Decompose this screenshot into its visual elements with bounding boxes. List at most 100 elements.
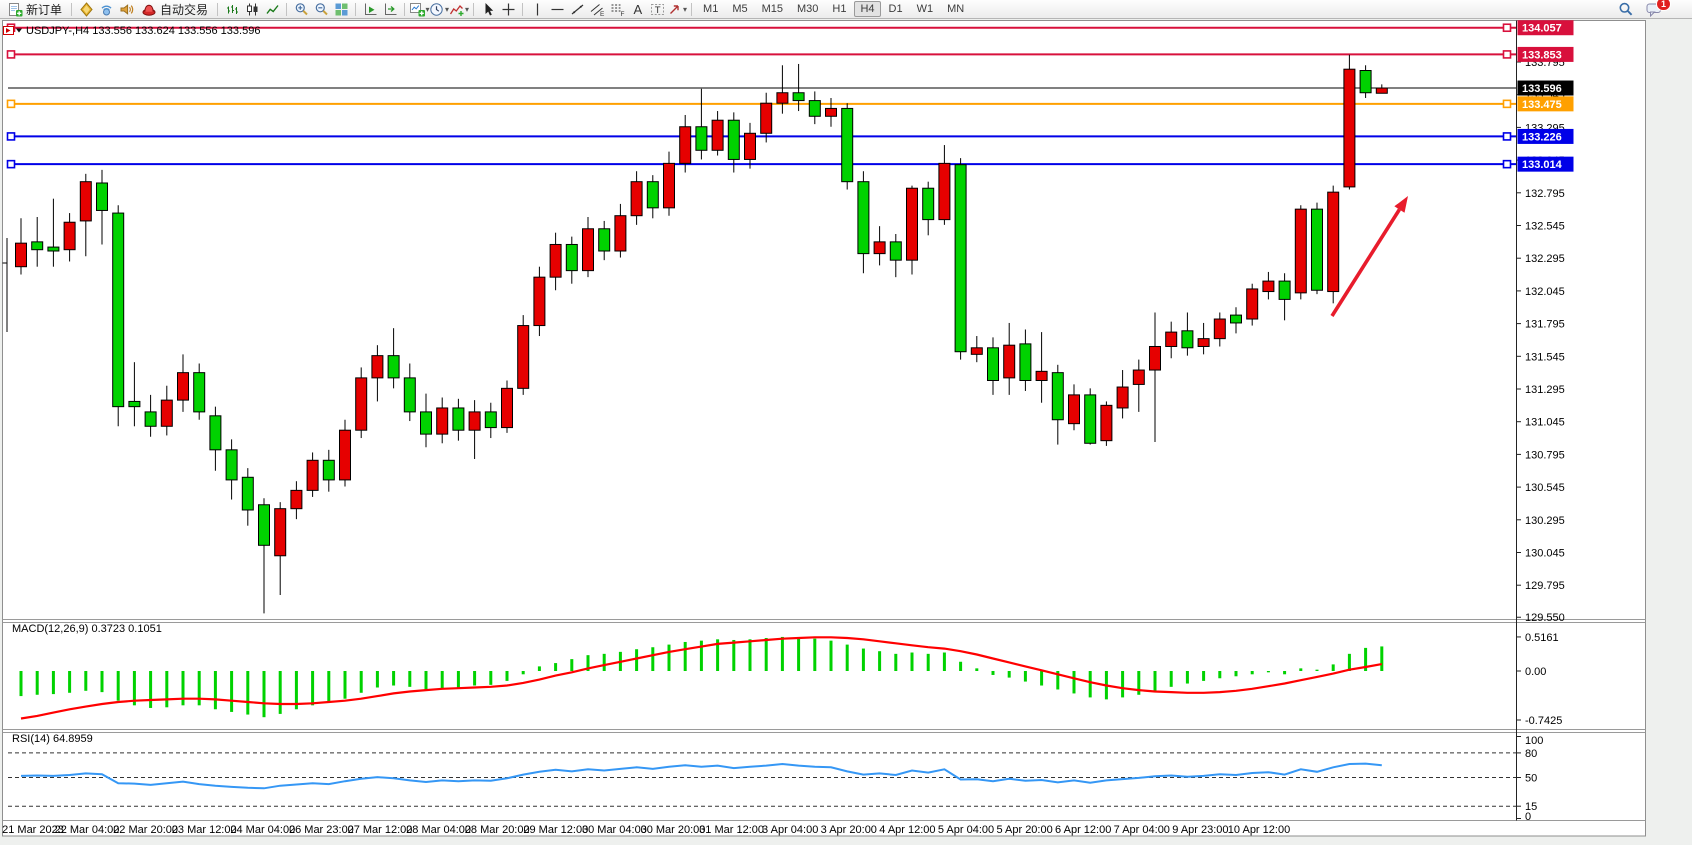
zoom-out-button[interactable] [311, 0, 331, 19]
horizontal-lines-layer[interactable] [6, 23, 1517, 169]
equidistant-channel-button[interactable]: E [587, 0, 607, 19]
price-tick-label: 129.795 [1525, 580, 1565, 592]
market-button[interactable] [76, 0, 96, 19]
timeframe-button-d1[interactable]: D1 [888, 3, 903, 15]
price-badge-133.475: 133.475 [1517, 96, 1574, 112]
macd-bar [408, 671, 412, 687]
symbol-dropdown-icon[interactable] [16, 28, 22, 33]
svg-text:133.014: 133.014 [1522, 159, 1563, 171]
macd-bar [1364, 647, 1368, 671]
rsi-line [20, 762, 1382, 790]
autotrading-button[interactable]: 自动交易 [136, 0, 213, 19]
chevron-down-icon: ▾ [445, 4, 450, 14]
vertical-line-button[interactable] [527, 0, 547, 19]
new-order-label: 新订单 [26, 2, 63, 17]
macd-bar [521, 671, 525, 675]
hline-133.226[interactable] [6, 132, 1517, 141]
signals-button[interactable] [96, 0, 116, 19]
zoom-in-button[interactable] [291, 0, 311, 19]
crosshair-button[interactable] [498, 0, 518, 19]
line-handle[interactable] [1502, 50, 1512, 59]
line-chart-button[interactable] [262, 0, 282, 19]
line-handle[interactable] [1502, 99, 1512, 109]
macd-bar [635, 649, 639, 671]
candlestick-chart-button[interactable] [242, 0, 262, 19]
line-handle[interactable] [1502, 132, 1512, 141]
hline-133.853[interactable] [6, 50, 1517, 59]
svg-text:133.853: 133.853 [1522, 49, 1562, 61]
horizontal-line-button[interactable] [547, 0, 567, 19]
indicators-button[interactable]: ▾ [449, 0, 469, 19]
text-label-button[interactable]: T [647, 0, 667, 19]
macd-bar [1040, 671, 1044, 686]
time-axis-label: 7 Apr 04:00 [1114, 824, 1170, 836]
price-tick-label: 129.550 [1525, 612, 1565, 624]
macd-bar [392, 671, 396, 686]
rsi-panel [8, 752, 1516, 807]
search-button[interactable] [1616, 0, 1636, 19]
cursor-button[interactable] [478, 0, 498, 19]
rsi-scale-label: 100 [1525, 735, 1543, 747]
auto-scroll-button[interactable] [360, 0, 380, 19]
macd-scale-label: -0.7425 [1525, 715, 1562, 727]
macd-bar [764, 638, 768, 671]
svg-text:A: A [633, 2, 642, 17]
macd-bar [262, 671, 266, 718]
macd-bar [1121, 671, 1125, 698]
toolbar-separator [404, 2, 406, 16]
timeframe-button-h4[interactable]: H4 [854, 1, 881, 17]
timeframe-button-m1[interactable]: M1 [703, 3, 719, 15]
price-axis[interactable]: 133.795133.545133.295133.045132.795132.5… [1516, 20, 1574, 823]
tile-windows-button[interactable] [331, 0, 351, 19]
line-handle[interactable] [6, 99, 16, 109]
timeframe-button-m30[interactable]: M30 [797, 3, 819, 15]
timeframe-button-m15[interactable]: M15 [761, 3, 783, 15]
chart-window [2, 20, 1646, 837]
bar-chart-button[interactable] [222, 0, 242, 19]
indicators-icon [449, 2, 464, 17]
line-handle[interactable] [6, 50, 16, 59]
macd-bar [829, 640, 833, 671]
chart-shift-button[interactable] [380, 0, 400, 19]
macd-bar [213, 671, 217, 710]
macd-bar [845, 644, 849, 671]
trend-arrow-annotation[interactable] [1330, 196, 1408, 317]
trend-line-button[interactable] [567, 0, 587, 19]
timeframe-button-w1[interactable]: W1 [916, 3, 934, 15]
hline-133.014[interactable] [6, 159, 1517, 169]
macd-bar [861, 648, 865, 671]
price-tick-label: 131.795 [1525, 319, 1565, 331]
macd-bar [278, 671, 282, 714]
timeframe-button-mn[interactable]: MN [947, 3, 965, 15]
time-axis-label: 6 Apr 12:00 [1055, 824, 1111, 836]
timeframe-button-h1[interactable]: H1 [832, 3, 847, 15]
chat-button[interactable]: 1 [1644, 0, 1671, 19]
macd-bar [311, 671, 315, 706]
line-handle[interactable] [6, 132, 16, 141]
macd-bar [586, 655, 590, 671]
new-chart-button[interactable]: ▾ [409, 0, 430, 19]
macd-bar [1056, 671, 1060, 690]
periods-button[interactable]: ▾ [429, 0, 449, 19]
one-click-trading-toggle[interactable] [3, 26, 14, 35]
macd-bar [667, 644, 671, 671]
rsi-label: RSI(14) 64.8959 [12, 733, 93, 745]
timeframe-button-m5[interactable]: M5 [732, 3, 748, 15]
arrows-button[interactable]: ▾ [667, 0, 687, 19]
horizontal-line-icon [550, 2, 565, 17]
macd-bar [1202, 671, 1206, 681]
new-order-button[interactable]: 新订单 [2, 0, 67, 19]
time-axis-label: 5 Apr 20:00 [996, 824, 1052, 836]
line-handle[interactable] [1502, 159, 1512, 169]
line-handle[interactable] [1502, 23, 1512, 33]
zoom-in-icon [294, 2, 309, 17]
line-handle[interactable] [6, 159, 16, 169]
text-button[interactable]: A [627, 0, 647, 19]
svg-text:133.226: 133.226 [1522, 131, 1562, 143]
fibonacci-button[interactable]: F [607, 0, 627, 19]
market-icon [79, 1, 94, 17]
macd-signal-line [20, 636, 1382, 720]
news-button[interactable] [116, 0, 136, 19]
